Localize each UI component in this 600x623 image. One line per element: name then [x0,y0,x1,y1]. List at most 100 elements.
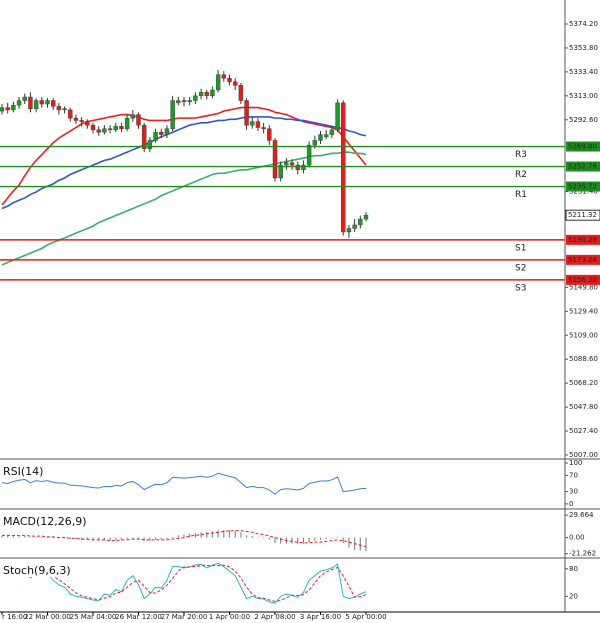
y-tick-label: 5129.40 [569,307,598,315]
histogram-bar [69,537,71,540]
histogram-bar [126,537,128,540]
moving-average [1,106,367,206]
indicator-line [1,562,367,604]
candle-body [193,95,198,101]
histogram-bar [189,533,191,538]
histogram-bar [359,537,361,551]
last-price-label: 5211.32 [568,211,597,219]
candle-body [62,108,67,111]
candle-body [153,132,158,141]
y-tick-label: 29.664 [569,511,594,519]
candle-body [164,128,170,135]
candle-body [312,140,318,146]
candle-body [329,129,335,135]
candle-body [113,126,118,131]
histogram-bar [177,535,179,538]
level-tag [566,274,600,285]
level-tag [566,181,600,192]
histogram-bar [217,530,219,538]
histogram-bar [46,537,49,539]
candle-body [73,117,79,121]
y-tick-label: 5374.20 [569,20,598,28]
candle-body [358,218,363,226]
histogram-bar [302,537,305,544]
histogram-bar [137,537,140,540]
histogram-bar [172,536,174,538]
y-tick-label: -21.262 [569,550,596,558]
candle-body [346,228,352,233]
x-tick-label: 2 Apr 08:00 [254,613,295,621]
histogram-bar [200,532,202,538]
x-tick-label: 25 Mar 04:00 [70,613,117,621]
histogram-bar [228,530,231,538]
panel-title-bg [2,465,46,478]
candle-body [261,127,266,129]
panel-title: MACD(12,26,9) [3,515,87,528]
x-tick-label: 5 Apr 00:00 [345,613,386,621]
histogram-bar [75,537,77,540]
candle-body [68,109,73,119]
histogram-bar [308,537,310,543]
histogram-bar [211,531,214,538]
histogram-bar [166,537,168,540]
candle-body [107,128,113,131]
candle-body [352,224,357,229]
candle-body [45,100,50,105]
y-tick-label: 70 [569,471,578,479]
histogram-bar [92,537,94,541]
level-tag [566,234,600,245]
candle-body [363,214,369,220]
y-tick-label: 5068.20 [569,379,598,387]
histogram-bar [160,537,162,540]
level-name: S1 [515,243,526,253]
histogram-bar [154,537,157,540]
histogram-bar [1,536,3,538]
histogram-bar [245,535,248,538]
histogram-bar [274,537,276,543]
histogram-bar [35,536,37,538]
x-tick-label: 26 Mar 12:00 [115,613,162,621]
y-tick-label: 30 [569,488,578,496]
x-tick-label: 22 Mar 00:00 [24,613,71,621]
histogram-bar [115,537,117,540]
level-tag-label: 5269.80 [568,143,597,151]
last-price-tag [565,209,600,221]
histogram-bar [234,530,236,538]
histogram-bar [149,537,151,541]
candle-body [335,102,340,131]
y-tick-label: 5109.00 [569,331,598,339]
candle-body [11,105,16,111]
candle-body [272,140,278,179]
candle-body [141,124,147,149]
candle-body [90,124,96,131]
histogram-bar [336,536,339,538]
candle-body [221,74,227,79]
indicator-line [2,530,367,548]
candle-body [323,134,329,138]
candle-body [0,107,5,112]
candle-body [341,102,346,233]
candle-body [124,117,130,129]
histogram-bar [41,536,43,538]
histogram-bar [268,537,270,540]
candle-body [85,121,90,126]
panel-title: RSI(14) [3,465,43,478]
candle-body [289,162,295,166]
histogram-bar [280,537,282,544]
histogram-bar [263,537,265,539]
histogram-bar [325,537,327,540]
candle-body [244,100,249,126]
histogram-bar [319,537,322,540]
histogram-bar [132,537,134,539]
level-name: R2 [515,170,527,180]
histogram-bar [7,536,9,538]
x-tick-label: 1 Apr 00:00 [209,613,250,621]
candle-body [187,100,192,102]
histogram-bar [348,537,350,548]
candle-body [39,100,45,105]
candle-body [250,121,255,126]
candle-body [176,100,181,104]
candle-body [210,89,215,97]
